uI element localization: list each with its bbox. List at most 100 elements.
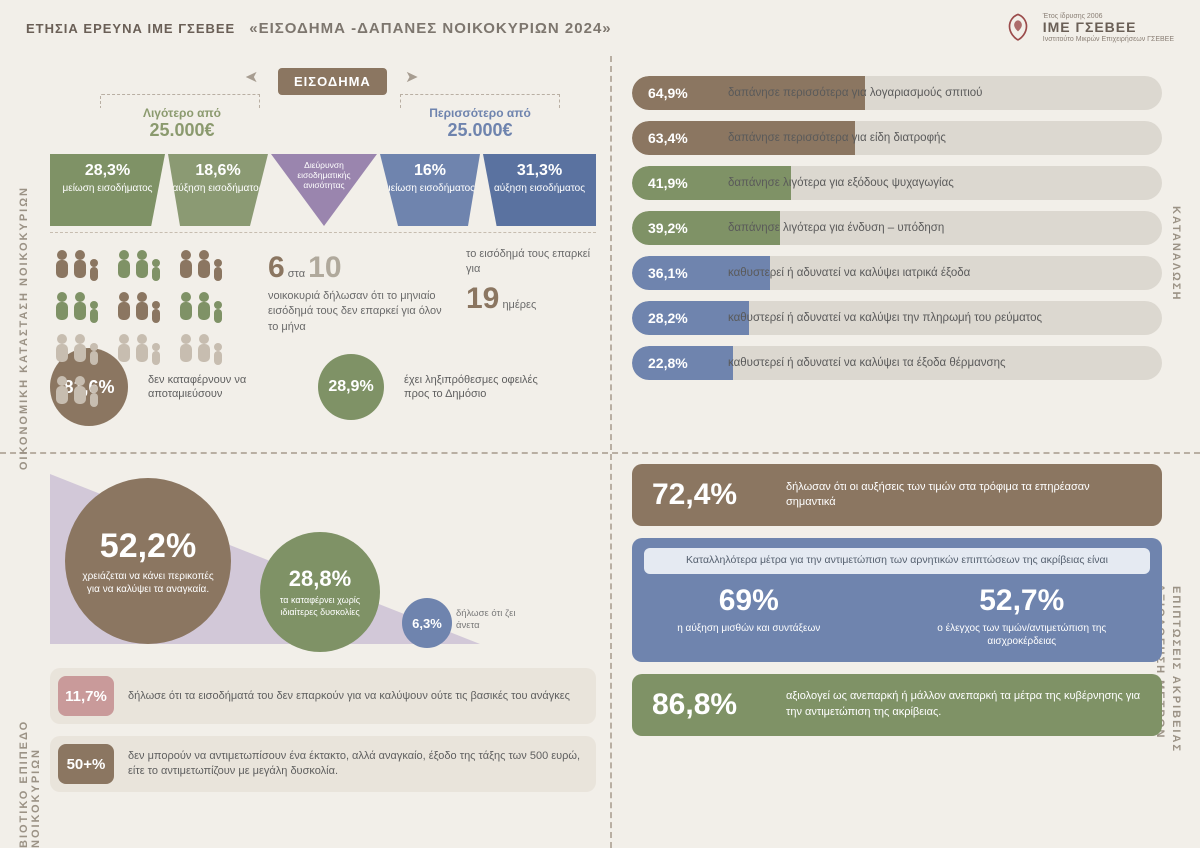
blue-caption: Καταλληλότερα μέτρα για την αντιμετώπιση… (644, 548, 1150, 574)
family-icon (50, 247, 106, 285)
logo-sub: Ινστιτούτο Μικρών Επιχειρήσεων ΓΣΕΒΕΕ (1043, 36, 1174, 44)
header-title: «ΕΙΣΟΔΗΜΑ -ΔΑΠΑΝΕΣ ΝΟΙΚΟΚΥΡΙΩΝ 2024» (249, 20, 611, 37)
trap-1-lbl: μείωση εισοδήματος (50, 183, 165, 195)
bar-text: δαπάνησε περισσότερα για λογαριασμούς σπ… (632, 76, 1162, 110)
q1-top: ➤ ΕΙΣΟΔΗΜΑ ➤ Λιγότερο από 25.000€ Περισσ… (50, 62, 596, 232)
side-label-tl: ΟΙΚΟΝΟΜΙΚΗ ΚΑΤΑΣΤΑΣΗ ΝΟΙΚΟΚΥΡΙΩΝ (18, 186, 30, 470)
quadrant-grid: ΟΙΚΟΝΟΜΙΚΗ ΚΑΤΑΣΤΑΣΗ ΝΟΙΚΟΚΥΡΙΩΝ ΒΙΟΤΙΚΟ… (0, 56, 1200, 848)
trap-4: 31,3%αύξηση εισοδήματος (483, 154, 596, 226)
income-split-right: Περισσότερο από 25.000€ (390, 106, 570, 141)
mid-word-sta: στα (288, 268, 305, 280)
logo-text: Έτος ίδρυσης 2006 ΙΜΕ ΓΣΕΒΕΕ Ινστιτούτο … (1043, 13, 1174, 44)
card-868-text: αξιολογεί ως ανεπαρκή ή μάλλον ανεπαρκή … (786, 689, 1142, 720)
trap-3-lbl: μείωση εισοδήματος (380, 183, 480, 195)
circle-288: 28,8% τα καταφέρνει χωρίς ιδιαίτερες δυσ… (260, 532, 380, 652)
circle-288-text: τα καταφέρνει χωρίς ιδιαίτερες δυσκολίες (270, 595, 370, 618)
quadrant-living: 52,2% χρειάζεται να κάνει περικοπές για … (50, 464, 596, 832)
family-icon (112, 331, 168, 369)
bar-text: καθυστερεί ή αδυνατεί να καλύψει ιατρικά… (632, 256, 1162, 290)
header-kicker: ΕΤΗΣΙΑ ΕΡΕΥΝΑ ΙΜΕ ΓΣΕΒΕΕ (26, 21, 235, 36)
bar-list: 64,9%δαπάνησε περισσότερα για λογαριασμο… (632, 76, 1162, 380)
blue-left-pct: 69% (677, 584, 820, 618)
quadrant-consumption: 64,9%δαπάνησε περισσότερα για λογαριασμο… (632, 76, 1162, 436)
mid-sentence: νοικοκυριά δήλωσαν ότι το μηνιαίο εισόδη… (268, 290, 442, 333)
card-724-text: δήλωσαν ότι οι αυξήσεις των τιμών στα τρ… (786, 480, 1142, 511)
family-icon (174, 331, 230, 369)
card-724: 72,4% δήλωσαν ότι οι αυξήσεις των τιμών … (632, 464, 1162, 526)
blue-two-col: 69% η αύξηση μισθών και συντάξεων 52,7% … (644, 584, 1150, 648)
family-icon (112, 289, 168, 327)
income-left-line1: Λιγότερο από (92, 106, 272, 120)
people-icons (50, 247, 250, 342)
blue-right-text: ο έλεγχος των τιμών/αντιμετώπιση της αισ… (927, 622, 1117, 648)
income-left-line2: 25.000€ (92, 120, 272, 141)
card-868: 86,8% αξιολογεί ως ανεπαρκή ή μάλλον ανε… (632, 674, 1162, 736)
arrow-left-icon: ➤ (245, 67, 258, 87)
card-868-pct: 86,8% (652, 688, 762, 722)
bar-text: δαπάνησε περισσότερα για είδη διατροφής (632, 121, 1162, 155)
side-label-tr: ΚΑΤΑΝΑΛΩΣΗ (1170, 206, 1182, 301)
mid-num-6: 6 (268, 251, 285, 284)
blue-col-left: 69% η αύξηση μισθών και συντάξεων (677, 584, 820, 648)
blue-right-pct: 52,7% (927, 584, 1117, 618)
midright-intro: το εισόδημά τους επαρκεί για (466, 248, 590, 275)
trap-2: 18,6%αύξηση εισοδήματος (168, 154, 268, 226)
trap-4-lbl: αύξηση εισοδήματος (483, 183, 596, 195)
blue-box: Καταλληλότερα μέτρα για την αντιμετώπιση… (632, 538, 1162, 662)
divider-horizontal (0, 452, 1200, 454)
bar-text: καθυστερεί ή αδυνατεί να καλύψει τα έξοδ… (632, 346, 1162, 380)
circle-816-text: δεν καταφέρνουν να αποταμιεύσουν (148, 373, 298, 402)
circle-289: 28,9% (318, 354, 384, 420)
q1-mid: 6 στα 10 νοικοκυριά δήλωσαν ότι το μηνια… (50, 232, 596, 342)
bar-text: καθυστερεί ή αδυνατεί να καλύψει την πλη… (632, 301, 1162, 335)
family-icon (174, 247, 230, 285)
bar-row: 41,9%δαπάνησε λιγότερα για εξόδους ψυχαγ… (632, 166, 1162, 200)
family-icon (50, 331, 106, 369)
page-root: ΕΤΗΣΙΑ ΕΡΕΥΝΑ ΙΜΕ ΓΣΕΒΕΕ «ΕΙΣΟΔΗΜΑ -ΔΑΠΑ… (0, 0, 1200, 848)
side-label-br1: ΕΠΙΠΤΩΣΕΙΣ ΑΚΡΙΒΕΙΑΣ (1170, 586, 1182, 753)
blue-col-right: 52,7% ο έλεγχος των τιμών/αντιμετώπιση τ… (927, 584, 1117, 648)
q3-rows: 11,7% δήλωσε ότι τα εισοδήματά του δεν επ… (50, 668, 596, 792)
bar-text: δαπάνησε λιγότερα για ένδυση – υπόδηση (632, 211, 1162, 245)
bar-row: 64,9%δαπάνησε περισσότερα για λογαριασμο… (632, 76, 1162, 110)
q3-row-text: δεν μπορούν να αντιμετωπίσουν ένα έκτακτ… (128, 749, 582, 779)
bar-row: 39,2%δαπάνησε λιγότερα για ένδυση – υπόδ… (632, 211, 1162, 245)
family-icon (50, 289, 106, 327)
bar-row: 63,4%δαπάνησε περισσότερα για είδη διατρ… (632, 121, 1162, 155)
trap-3: 16% μείωση εισοδήματος (380, 154, 480, 226)
circle-288-pct: 28,8% (270, 566, 370, 592)
circle-289-text: έχει ληξιπρόθεσμες οφειλές προς το Δημόσ… (404, 373, 554, 402)
family-icon (112, 247, 168, 285)
side-label-bl: ΒΙΟΤΙΚΟ ΕΠΙΠΕΔΟ ΝΟΙΚΟΚΥΡΙΩΝ (18, 616, 42, 848)
bar-text: δαπάνησε λιγότερα για εξόδους ψυχαγωγίας (632, 166, 1162, 200)
bar-row: 22,8%καθυστερεί ή αδυνατεί να καλύψει τα… (632, 346, 1162, 380)
circle-522: 52,2% χρειάζεται να κάνει περικοπές για … (65, 478, 231, 644)
income-pill: ΕΙΣΟΔΗΜΑ (278, 68, 387, 95)
circle-63-text: δήλωσε ότι ζει άνετα (456, 608, 534, 632)
trap-1: 28,3% μείωση εισοδήματος (50, 154, 165, 226)
q3-row-text: δήλωσε ότι τα εισοδήματά του δεν επαρκού… (128, 689, 570, 704)
circle-522-pct: 52,2% (79, 527, 217, 566)
income-split-left: Λιγότερο από 25.000€ (92, 106, 272, 141)
trap-2-lbl: αύξηση εισοδήματος (168, 183, 268, 195)
arrow-right-icon: ➤ (405, 67, 418, 87)
header-left: ΕΤΗΣΙΑ ΕΡΕΥΝΑ ΙΜΕ ΓΣΕΒΕΕ «ΕΙΣΟΔΗΜΑ -ΔΑΠΑ… (26, 20, 612, 37)
midright-19: 19 (466, 282, 499, 315)
card-724-pct: 72,4% (652, 478, 762, 512)
family-icon (174, 289, 230, 327)
q3-badge: 11,7% (58, 676, 114, 716)
q3-badge: 50+% (58, 744, 114, 784)
bar-row: 36,1%καθυστερεί ή αδυνατεί να καλύψει ια… (632, 256, 1162, 290)
midright-unit: ημέρες (502, 299, 536, 311)
quadrant-measures: 72,4% δήλωσαν ότι οι αυξήσεις των τιμών … (632, 464, 1162, 832)
logo-icon (1001, 11, 1035, 45)
income-right-line1: Περισσότερο από (390, 106, 570, 120)
family-icon (50, 373, 106, 411)
blue-left-text: η αύξηση μισθών και συντάξεων (677, 622, 820, 635)
trap-3-pct: 16% (380, 162, 480, 180)
logo-name: ΙΜΕ ΓΣΕΒΕΕ (1043, 20, 1174, 35)
q1-mid-right: το εισόδημά τους επαρκεί για 19 ημέρες (466, 247, 596, 342)
trap-1-pct: 28,3% (50, 162, 165, 180)
q1-mid-text: 6 στα 10 νοικοκυριά δήλωσαν ότι το μηνια… (268, 247, 448, 342)
bar-row: 28,2%καθυστερεί ή αδυνατεί να καλύψει τη… (632, 301, 1162, 335)
